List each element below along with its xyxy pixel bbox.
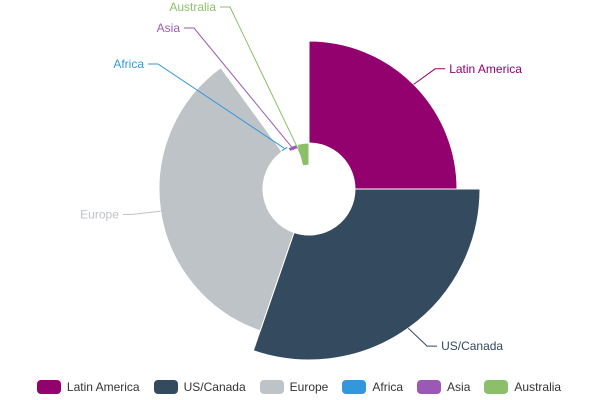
legend-swatch <box>417 380 441 394</box>
legend-swatch <box>37 380 61 394</box>
leader-line-us-canada <box>408 328 437 346</box>
legend-swatch <box>260 380 284 394</box>
legend-swatch <box>484 380 508 394</box>
legend-label: Africa <box>372 380 403 394</box>
legend-item-latin-america[interactable]: Latin America <box>37 380 140 394</box>
legend-item-us-canada[interactable]: US/Canada <box>154 380 246 394</box>
slice-us-canada[interactable] <box>253 189 480 360</box>
legend-item-australia[interactable]: Australia <box>484 380 561 394</box>
slice-label-asia: Asia <box>157 21 181 35</box>
slice-europe[interactable] <box>159 68 294 331</box>
legend-label: Europe <box>290 380 329 394</box>
legend-item-asia[interactable]: Asia <box>417 380 470 394</box>
slice-label-latin-america: Latin America <box>449 62 522 76</box>
slice-australia[interactable] <box>297 143 309 166</box>
legend-swatch <box>154 380 178 394</box>
slice-latin-america[interactable] <box>309 41 457 189</box>
legend-item-africa[interactable]: Africa <box>342 380 403 394</box>
legend-swatch <box>342 380 366 394</box>
chart-legend: Latin America US/Canada Europe Africa Asia Au… <box>0 376 598 398</box>
leader-line-europe <box>123 211 161 214</box>
slice-label-europe: Europe <box>80 207 119 221</box>
polar-donut-chart: Latin America US/Canada Europe Africa Asia Au… <box>0 0 598 376</box>
legend-item-europe[interactable]: Europe <box>260 380 329 394</box>
legend-label: US/Canada <box>184 380 246 394</box>
slice-label-africa: Africa <box>113 57 144 71</box>
slice-label-australia: Australia <box>169 0 216 14</box>
legend-label: Australia <box>514 380 561 394</box>
legend-label: Latin America <box>67 380 140 394</box>
legend-label: Asia <box>447 380 470 394</box>
leader-line-latin-america <box>414 69 446 85</box>
slice-label-us-canada: US/Canada <box>441 339 503 353</box>
